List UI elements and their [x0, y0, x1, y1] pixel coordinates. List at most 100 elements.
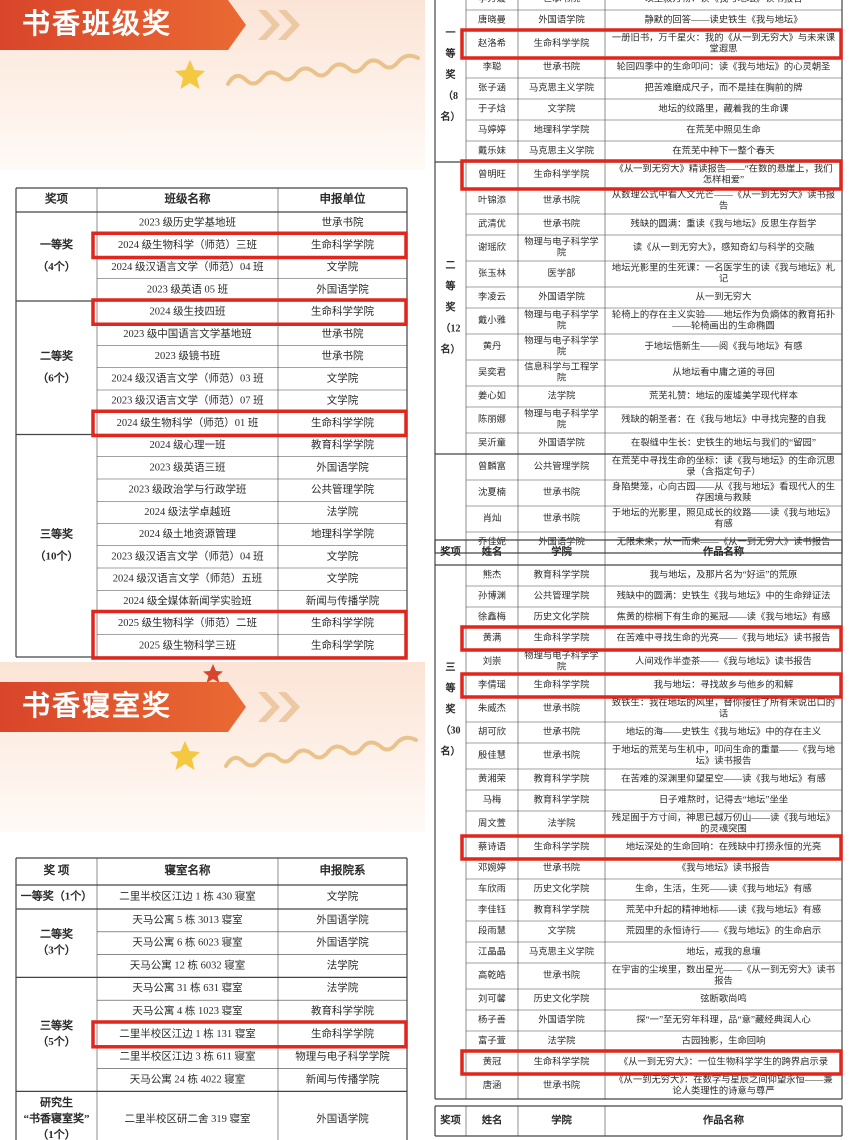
table-cell: 2024 级心理一班 [149, 439, 226, 451]
table-cell: 静默的回答——读史铁生《我与地坛》 [644, 14, 802, 26]
wave [226, 53, 420, 86]
text-line: ——轮椅画出的生命椭圆 [671, 320, 774, 332]
table-cell: 历史文化学院 [534, 993, 590, 1005]
table-cell: 世承书院 [543, 862, 580, 874]
table-cell: 生命科学学院 [534, 37, 590, 49]
table-cell: 外国语学院 [316, 1112, 369, 1125]
text-line: 怎样相爱” [703, 174, 744, 186]
award-label: 奖 [446, 68, 457, 81]
award-label: 一 [446, 28, 456, 39]
table-cell: 公共管理学院 [534, 460, 590, 472]
table-cell: 生命科学学院 [534, 841, 590, 853]
table-cell: 天马公寓 6 栋 6023 寝室 [132, 936, 242, 949]
table-cell: 天马公寓 4 栋 1023 寝室 [132, 1004, 242, 1017]
table-cell: 于地坛的荒芜与生机中，叩问生命的重量——《我与地坛》读书报告 [612, 744, 835, 767]
text-line: 院 [557, 320, 566, 332]
table-cell: 吴沂童 [478, 437, 506, 449]
table-cell: 世承书院 [543, 194, 580, 206]
text-line: 从数理公式中看人文光芒——《从一到无穷大》读书报 [612, 189, 835, 201]
award-label: （5个） [37, 1034, 76, 1048]
table-cell: 天马公寓 31 栋 631 寝室 [132, 981, 242, 994]
table-cell: 弦断歌尚鸣 [700, 993, 747, 1005]
table-cell: 在苦难中寻找生命的光亮——《我与地坛》读书报告 [617, 632, 831, 644]
table-cell: 生命科学学院 [311, 616, 374, 629]
text-line: 地坛光影里的生死课：一名医学生的读《我与地坛》札 [612, 262, 835, 274]
table-cell: 高乾皓 [478, 969, 506, 981]
highlight-box [460, 159, 843, 191]
table-cell: 残足囿于方寸间，神思已越万仞山——读《我与地坛》的灵魂突围 [612, 812, 835, 835]
award-label: 三 [446, 661, 456, 673]
table-cell: 生命科学学院 [534, 1056, 590, 1068]
text-line: 在宇宙的尘埃里，数出星光——《从一到无穷大》读书 [612, 964, 835, 976]
table-cell: 法学院 [327, 958, 359, 971]
table-cell: 沈夏楠 [478, 486, 506, 498]
table-cell: 《从一到无穷大》精读报告——“在数的悬崖上，我们怎样相爱” [615, 163, 833, 186]
table-cell: 地坛的纹路里，藏着我的生命课 [658, 103, 789, 115]
award-label: 等 [446, 279, 456, 292]
table-cell: 外国语学院 [538, 437, 585, 449]
table-cell: 地理科学学院 [534, 124, 590, 136]
table-cell: 教育科学学院 [534, 773, 590, 785]
text-line: 记 [719, 273, 728, 285]
highlight-box [91, 298, 408, 326]
table-cell: 唐晓曼 [478, 14, 506, 26]
table-cell: 以生叙万物：读《我与地坛》读书报告 [644, 0, 802, 5]
table-cell: 生命科学学院 [311, 238, 374, 251]
table-cell: 陈丽娜 [478, 413, 506, 425]
table-cell: 地坛，戒我的息壤 [686, 946, 760, 958]
text-line: 一册旧书，万千星火：我的《从一到无穷大》与未来课 [612, 32, 836, 44]
table-cell: 生命科学学院 [311, 1027, 374, 1040]
table-cell: 探“一”至无穷年科理，品“意”藏经典润人心 [636, 1014, 811, 1026]
table-cell: 曾麟富 [478, 460, 506, 472]
table-cell: 唐涵 [483, 1079, 502, 1091]
text-line: 话 [719, 708, 728, 720]
table-cell: 李佳钰 [478, 904, 506, 916]
table-cell: 二里半校区江边 1 栋 430 寝室 [119, 889, 256, 902]
table-cell: 2023 级汉语言文学（师范）04 班 [111, 549, 264, 562]
highlight-box [460, 28, 843, 60]
table-cell: 李倩瑶 [478, 679, 506, 691]
table-cell: 致铁生：我在地坛的风里，替你接住了所有未说出口的话 [612, 697, 835, 720]
table-cell: 刘可馨 [478, 993, 506, 1005]
table-cell: 世承书院 [543, 512, 580, 524]
table-cell: 公共管理学院 [534, 590, 590, 602]
table-cell: 地坛深处的生命回响：在残缺中打捞永恒的光亮 [626, 841, 821, 853]
text-line: 有感 [714, 518, 733, 530]
table-cell: 2024 级生物科学（师范）01 班 [117, 416, 259, 429]
table-cell: 段雨慧 [478, 925, 506, 937]
header-cell: 学院 [551, 1113, 572, 1126]
table-cell: 杨子善 [478, 1014, 506, 1026]
table-cell: 李芳媛 [478, 0, 506, 5]
award-label: （30 [441, 723, 461, 736]
table-cell: 殷佳慧 [478, 749, 506, 761]
chevrons [258, 692, 300, 722]
highlight-box [91, 409, 408, 438]
table-cell: 把苦难磨成尺子，而不是挂在胸前的牌 [644, 82, 802, 94]
table-cell: 世承书院 [543, 749, 580, 761]
text-line: 《从一到无穷大》：在数字与星辰之间仰望永恒——兼 [614, 1074, 832, 1086]
table-cell: 物理与电子科学学院 [295, 1050, 390, 1063]
text-line: 堂遐思 [710, 43, 738, 55]
table-cell: 历史文化学院 [534, 611, 590, 623]
text-line: 物理与电子科学学 [524, 335, 598, 347]
table-cell: 2024 级汉语言文学（师范）04 班 [111, 260, 264, 273]
header-cell: 作品名称 [703, 1113, 745, 1126]
header-cell: 姓名 [481, 1113, 503, 1126]
text-line: 坛》读书报告 [696, 755, 752, 767]
table-cell: 教育科学学院 [311, 438, 374, 451]
table-cell: 世承书院 [543, 969, 580, 981]
text-line: 身陷樊笼，心向古园——从《我与地坛》看现代人的生 [612, 481, 835, 493]
table-cell: 二里半校区江边 3 栋 611 寝室 [119, 1050, 255, 1063]
table-cell: 《我与地坛》读书报告 [677, 862, 770, 874]
table-cell: 世承书院 [543, 0, 580, 5]
table-cell: 文学院 [327, 889, 359, 902]
table-cell: 2025 级生物科学（师范）二班 [118, 616, 258, 629]
table-cell: 外国语学院 [316, 460, 369, 473]
table-cell: 日子难熬时，记得去“地坛”坐坐 [659, 794, 788, 806]
text-line: 轮椅上的存在主义实验——地坛作为负熵体的教育拓扑 [612, 309, 835, 321]
table-cell: 地坛的海——史铁生《我与地坛》中的存在主义 [626, 726, 821, 738]
table-cell: 谢瑶欣 [478, 241, 506, 253]
award-label: 奖 [446, 300, 457, 313]
table-cell: 生命科学学院 [534, 168, 590, 180]
